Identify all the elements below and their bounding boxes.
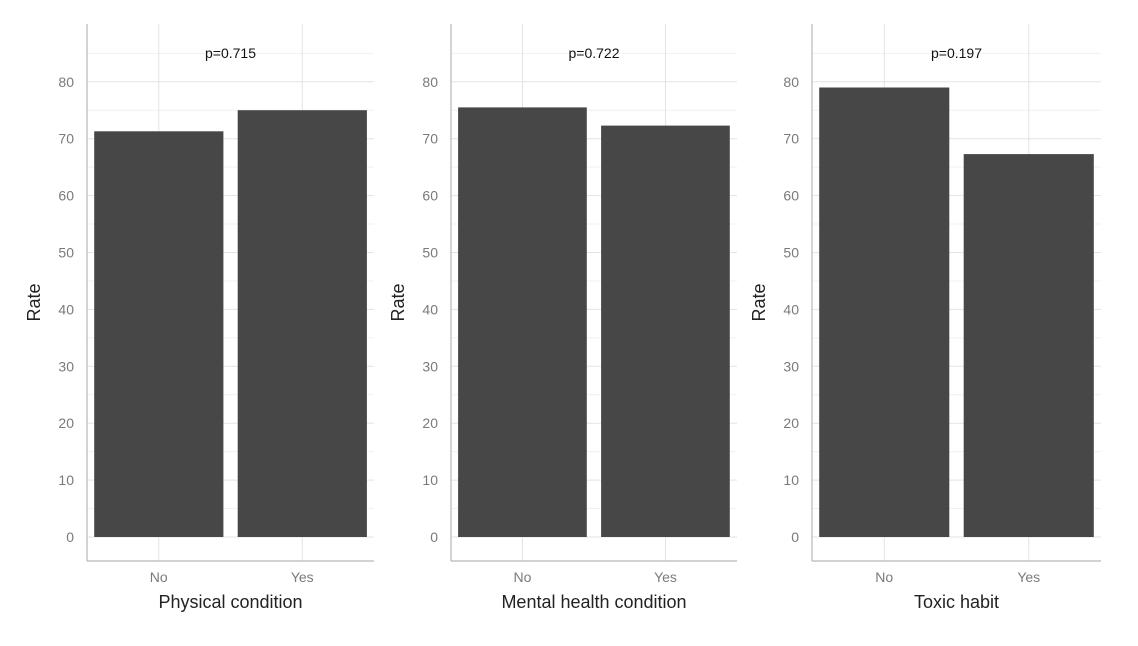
x-axis-title: Toxic habit: [914, 592, 999, 612]
y-tick-label: 0: [791, 529, 799, 545]
y-tick-label: 20: [58, 415, 74, 431]
bar-yes: [963, 154, 1094, 537]
x-axis-title: Physical condition: [158, 592, 302, 612]
y-tick-label: 40: [58, 301, 74, 317]
y-tick-label: 30: [422, 358, 438, 374]
y-tick-label: 10: [422, 472, 438, 488]
bar-no: [94, 131, 224, 538]
x-tick-label: Yes: [654, 569, 677, 585]
p-value-annotation: p=0.722: [569, 45, 620, 61]
y-tick-label: 80: [783, 74, 799, 90]
y-tick-label: 70: [422, 131, 438, 147]
y-tick-label: 60: [422, 188, 438, 204]
y-tick-label: 10: [783, 472, 799, 488]
bar-no: [458, 107, 587, 538]
y-tick-label: 30: [783, 358, 799, 374]
x-tick-label: No: [150, 569, 168, 585]
bar-yes: [601, 125, 730, 537]
chart-panel-3: 0 10 20 30 40 50 60 70 80 No Yes Toxic habit Rate p=0…: [749, 24, 1101, 612]
y-tick-label: 70: [58, 131, 74, 147]
y-tick-label: 10: [58, 472, 74, 488]
y-tick-label: 40: [783, 301, 799, 317]
x-tick-label: Yes: [291, 569, 314, 585]
bar-yes: [237, 110, 367, 537]
y-tick-label: 20: [783, 415, 799, 431]
bar-no: [819, 87, 950, 537]
y-tick-label: 50: [783, 245, 799, 261]
chart-panel-2: 0 10 20 30 40 50 60 70 80 No Yes Mental health cond…: [388, 24, 737, 612]
x-axis-title: Mental health condition: [501, 592, 686, 612]
y-tick-label: 0: [66, 529, 74, 545]
y-tick-label: 40: [422, 301, 438, 317]
y-tick-label: 70: [783, 131, 799, 147]
y-tick-label: 50: [422, 245, 438, 261]
y-tick-label: 50: [58, 245, 74, 261]
y-tick-label: 60: [58, 188, 74, 204]
y-tick-label: 80: [58, 74, 74, 90]
y-tick-label: 20: [422, 415, 438, 431]
y-axis-title: Rate: [24, 283, 44, 321]
y-tick-label: 80: [422, 74, 438, 90]
p-value-annotation: p=0.715: [205, 45, 256, 61]
p-value-annotation: p=0.197: [931, 45, 982, 61]
x-tick-label: No: [875, 569, 893, 585]
y-tick-label: 30: [58, 358, 74, 374]
y-tick-label: 0: [430, 529, 438, 545]
y-axis-title: Rate: [388, 283, 408, 321]
y-axis-title: Rate: [749, 283, 769, 321]
x-tick-label: No: [514, 569, 532, 585]
x-tick-label: Yes: [1017, 569, 1040, 585]
chart-panel-1: 0 10 20 30 40 50 60 70 80 No Yes Physical condition…: [24, 24, 374, 612]
y-tick-label: 60: [783, 188, 799, 204]
